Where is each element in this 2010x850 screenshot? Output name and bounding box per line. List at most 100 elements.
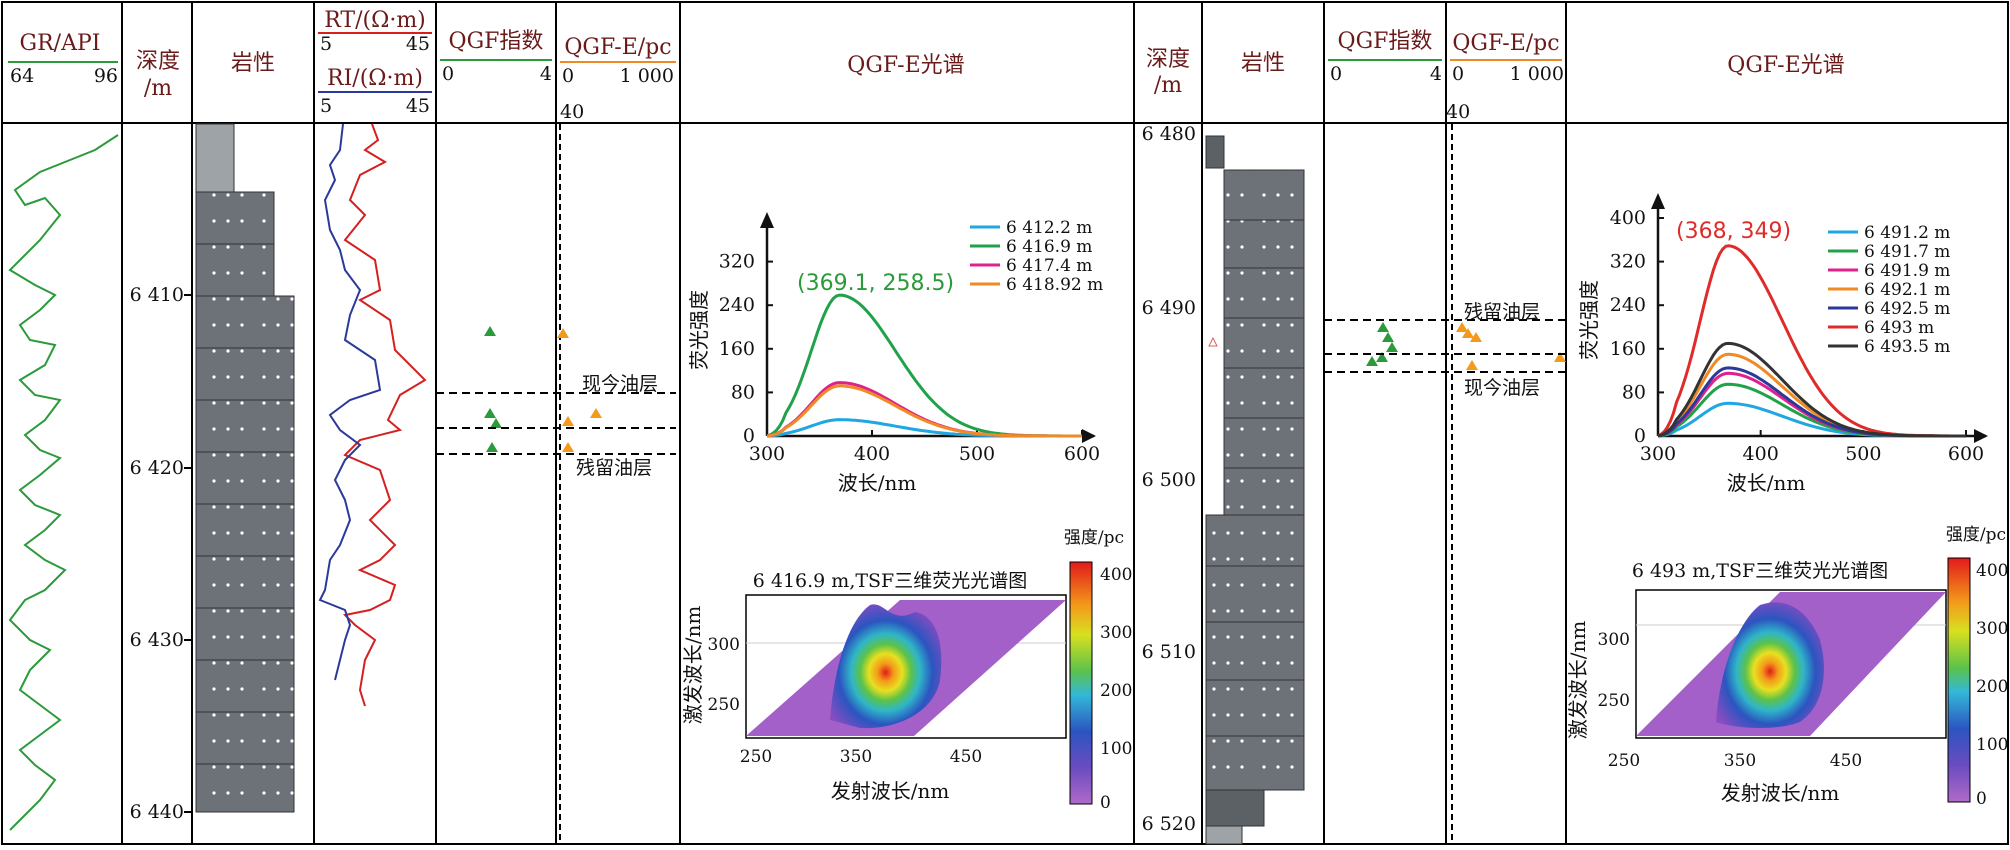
qgfe-min: 0 <box>562 65 574 87</box>
tsf-x-tick: 450 <box>950 747 982 767</box>
r-zone-label-present-oil: 现今油层 <box>1464 377 1540 399</box>
r-tsf-x-tick: 250 <box>1608 751 1640 771</box>
legend-entry: 6 491.2 m <box>1864 223 1950 243</box>
legend-entry: 6 417.4 m <box>1006 256 1092 276</box>
r-qgf-marker <box>1377 322 1389 332</box>
r-qgfe-marker <box>1470 332 1482 342</box>
zone-lines-right <box>1324 319 1566 373</box>
r-zone-label-residual-oil: 残留油层 <box>1464 301 1540 323</box>
tsf-title: 6 416.9 m,TSF三维荧光光谱图 <box>753 570 1028 592</box>
x-tick-label: 500 <box>959 443 995 465</box>
r-colorbar <box>1947 557 1971 803</box>
x-tick-label: 600 <box>1948 443 1984 465</box>
depth-unit: /m <box>144 76 172 101</box>
rt-curve <box>342 123 427 707</box>
r-qgfe-mid: 40 <box>1446 101 1470 123</box>
r-colorbar-title: 强度/pc <box>1946 525 2006 545</box>
y-axis-arrow <box>1651 193 1665 209</box>
legend-entry: 6 416.9 m <box>1006 237 1092 257</box>
qgfe-marker <box>562 416 574 426</box>
y-tick-label: 320 <box>1610 251 1646 273</box>
lith-header: 岩性 <box>231 51 275 76</box>
r-qgf-marker <box>1382 332 1394 342</box>
r-depth-unit: /m <box>1154 73 1182 98</box>
r-qgf-max: 4 <box>1430 63 1442 85</box>
y-tick-label: 0 <box>1634 425 1646 447</box>
r-spectrum-header: QGF-E光谱 <box>1727 53 1844 78</box>
qgfe-marker <box>557 328 569 338</box>
r-qgfe-marker <box>1466 360 1478 370</box>
gr-header: GR/API <box>20 31 101 56</box>
zone-label-residual-oil: 残留油层 <box>576 457 652 479</box>
outline-marker <box>1208 336 1218 347</box>
spectrum-series-line <box>1657 341 1966 438</box>
r-tsf-y-tick: 250 <box>1598 691 1630 711</box>
ri-curve <box>318 123 382 681</box>
r-tsf-contour <box>1716 602 1824 728</box>
gr-curve <box>8 134 119 831</box>
y-tick-label: 80 <box>1622 381 1646 403</box>
zone-lines-left <box>436 392 676 455</box>
rt-max: 45 <box>406 33 430 55</box>
x-tick-label: 400 <box>1743 443 1779 465</box>
r-tsf-y-tick: 300 <box>1598 630 1630 650</box>
depth-tick-label: 6 440 <box>130 801 184 823</box>
colorbar-title: 强度/pc <box>1064 528 1124 548</box>
legend-entry: 6 491.9 m <box>1864 261 1950 281</box>
x-axis-arrow <box>1974 429 1988 443</box>
qgf-min: 0 <box>442 63 454 85</box>
colorbar-tick: 200 <box>1100 681 1132 701</box>
r-qgfe-max: 1 000 <box>1510 63 1564 85</box>
y-tick-label: 240 <box>719 294 755 316</box>
x-tick-label: 400 <box>854 443 890 465</box>
tsf-y-tick: 250 <box>708 695 740 715</box>
ri-header: RI/(Ω·m) <box>327 66 423 91</box>
r-qgfe-marker <box>1462 328 1474 338</box>
tsf-plot-right: 6 493 m,TSF三维荧光光谱图 250 350 450 250 300 发… <box>1566 525 2008 809</box>
y-tick-label: 400 <box>1610 207 1646 229</box>
qgf-marker <box>484 326 496 336</box>
r-peak-annotation: (368, 349) <box>1676 219 1791 244</box>
spectrum-series-line <box>1657 352 1966 438</box>
r-tsf-xlabel: 发射波长/nm <box>1721 781 1840 805</box>
y-tick-label: 0 <box>743 425 755 447</box>
qgfe-marker <box>562 442 574 452</box>
y-tick-label: 80 <box>731 381 755 403</box>
r-qgf-marker <box>1386 342 1398 352</box>
r-lith-header: 岩性 <box>1241 51 1285 76</box>
qgf-marker <box>490 418 502 428</box>
tsf-x-tick: 250 <box>740 747 772 767</box>
qgf-max: 4 <box>540 63 552 85</box>
ri-max: 45 <box>406 95 430 117</box>
r-qgfe-marker <box>1456 322 1468 332</box>
peak-annotation: (369.1, 258.5) <box>797 271 954 296</box>
r-spectrum-ylabel: 荧光强度 <box>1577 280 1601 360</box>
qgf-header: QGF指数 <box>449 29 544 54</box>
r-spectrum-xlabel: 波长/nm <box>1727 471 1806 495</box>
r-qgfe-header: QGF-E/pc <box>1452 31 1559 56</box>
colorbar-tick: 400 <box>1100 565 1132 585</box>
gr-min: 64 <box>10 65 34 87</box>
qgfe-max: 1 000 <box>620 65 674 87</box>
r-colorbar-tick: 0 <box>1976 789 1987 809</box>
depth-header: 深度 <box>136 49 180 74</box>
ri-min: 5 <box>320 95 332 117</box>
spectrum-header: QGF-E光谱 <box>847 53 964 78</box>
r-colorbar-tick: 100 <box>1976 735 2008 755</box>
legend-entry: 6 491.7 m <box>1864 242 1950 262</box>
qgfe-header: QGF-E/pc <box>564 35 671 60</box>
r-tsf-title: 6 493 m,TSF三维荧光光谱图 <box>1632 560 1888 582</box>
r-tsf-x-tick: 350 <box>1724 751 1756 771</box>
r-qgfe-min: 0 <box>1452 63 1464 85</box>
r-depth-tick-label: 6 500 <box>1142 469 1196 491</box>
spectrum-xlabel: 波长/nm <box>838 471 917 495</box>
colorbar-tick: 0 <box>1100 793 1111 813</box>
r-depth-tick-label: 6 510 <box>1142 641 1196 663</box>
legend-entry: 6 493 m <box>1864 318 1934 338</box>
r-qgfe-marker <box>1554 352 1566 362</box>
r-qgf-marker <box>1376 352 1388 362</box>
r-tsf-ylabel: 激发波长/nm <box>1566 621 1590 740</box>
legend-entry: 6 492.5 m <box>1864 299 1950 319</box>
r-depth-tick-label: 6 480 <box>1142 123 1196 145</box>
